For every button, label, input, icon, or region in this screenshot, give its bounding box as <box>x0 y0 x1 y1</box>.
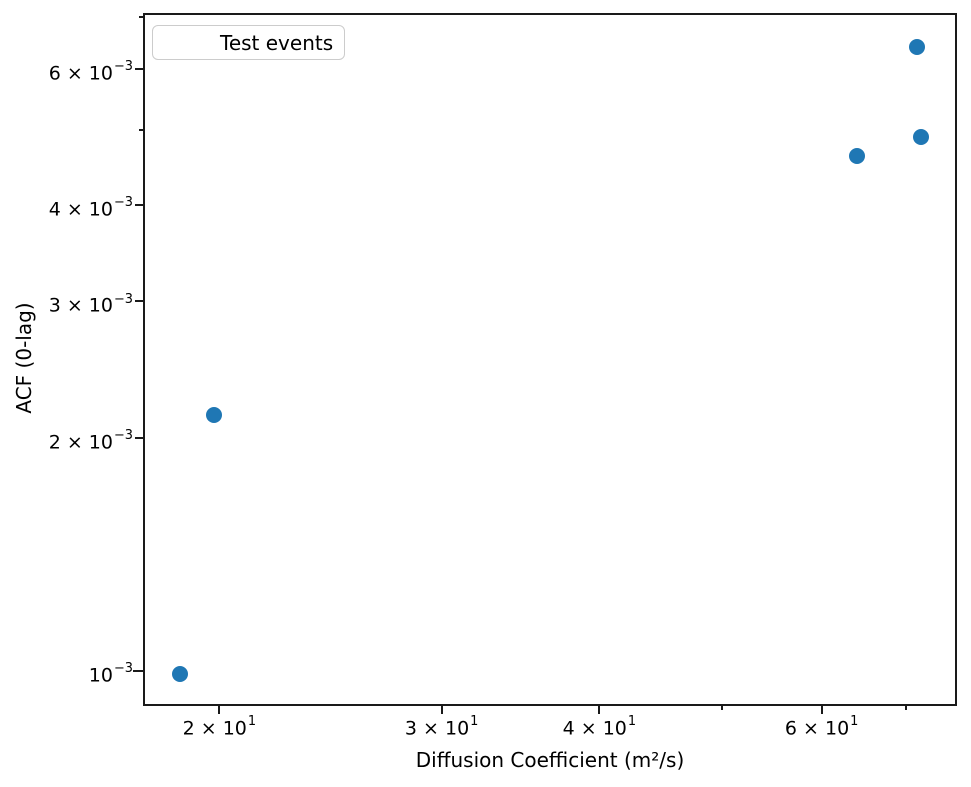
x-tick-mark <box>598 705 601 714</box>
legend: Test events <box>152 25 345 60</box>
x-axis-label: Diffusion Coefficient (m²/s) <box>415 748 685 772</box>
scatter-point <box>171 665 188 682</box>
scatter-point <box>912 128 929 145</box>
x-tick-label: 4 × 101 <box>562 714 637 740</box>
scatter-point <box>205 406 222 423</box>
y-tick-mark <box>135 300 144 303</box>
x-tick-mark <box>218 705 221 714</box>
y-tick-mark <box>135 436 144 439</box>
y-axis-label: ACF (0-lag) <box>12 302 36 414</box>
y-tick-mark <box>133 669 144 672</box>
x-tick-label: 2 × 101 <box>182 714 257 740</box>
y-tick-label: 2 × 10−3 <box>48 427 133 454</box>
y-tick-label: 10−3 <box>88 660 133 686</box>
y-tick-mark <box>139 128 144 131</box>
plot-area <box>143 13 957 706</box>
y-tick-mark <box>135 203 144 206</box>
x-tick-mark <box>720 705 723 710</box>
y-tick-mark <box>135 67 144 70</box>
y-tick-label: 4 × 10−3 <box>48 194 133 221</box>
y-tick-label: 6 × 10−3 <box>48 58 133 84</box>
legend-marker-icon <box>176 36 190 50</box>
legend-label: Test events <box>220 30 334 55</box>
x-tick-mark <box>440 705 443 714</box>
y-tick-label: 3 × 10−3 <box>48 291 133 317</box>
x-tick-label: 3 × 101 <box>404 714 479 740</box>
scatter-point <box>849 148 866 165</box>
x-tick-mark <box>820 705 823 714</box>
x-tick-label: 6 × 101 <box>784 714 859 740</box>
x-tick-mark <box>905 705 908 710</box>
scatter-point <box>909 38 926 55</box>
y-tick-mark <box>139 15 144 18</box>
